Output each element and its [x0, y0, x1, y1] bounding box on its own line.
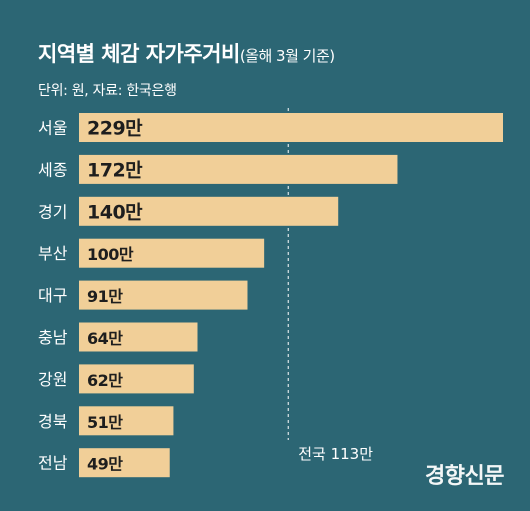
value-label: 140만 [87, 201, 143, 223]
chart-title: 지역별 체감 자가주거비(올해 3월 기준) [38, 38, 335, 68]
value-label: 51만 [87, 413, 123, 432]
bar [79, 448, 170, 478]
bar [79, 154, 398, 184]
bar [79, 364, 194, 394]
bar [79, 322, 198, 352]
category-label: 강원 [38, 370, 67, 389]
bar [79, 280, 248, 310]
category-label: 경북 [38, 412, 67, 431]
chart-title-main: 지역별 체감 자가주거비 [38, 42, 240, 66]
chart-source: 단위: 원, 자료: 한국은행 [38, 83, 177, 99]
chart-subtitle: (올해 3월 기준) [239, 47, 335, 65]
reference-line-label: 전국 113만 [298, 445, 373, 463]
value-label: 172만 [87, 159, 143, 181]
category-label: 부산 [38, 244, 68, 263]
bar [79, 196, 339, 226]
category-label: 서울 [38, 119, 67, 138]
value-label: 229만 [87, 118, 143, 140]
bar [79, 238, 265, 268]
bar [79, 113, 503, 142]
category-label: 대구 [38, 286, 67, 305]
value-label: 64만 [87, 329, 123, 348]
value-label: 49만 [87, 455, 123, 474]
value-label: 91만 [87, 287, 123, 306]
category-label: 전남 [38, 454, 68, 473]
value-label: 62만 [87, 371, 123, 390]
bar [79, 406, 174, 436]
category-label: 충남 [38, 328, 68, 347]
category-label: 경기 [38, 202, 67, 221]
value-label: 100만 [87, 245, 134, 264]
publisher-logo: 경향신문 [425, 464, 504, 489]
category-label: 세종 [38, 160, 67, 179]
